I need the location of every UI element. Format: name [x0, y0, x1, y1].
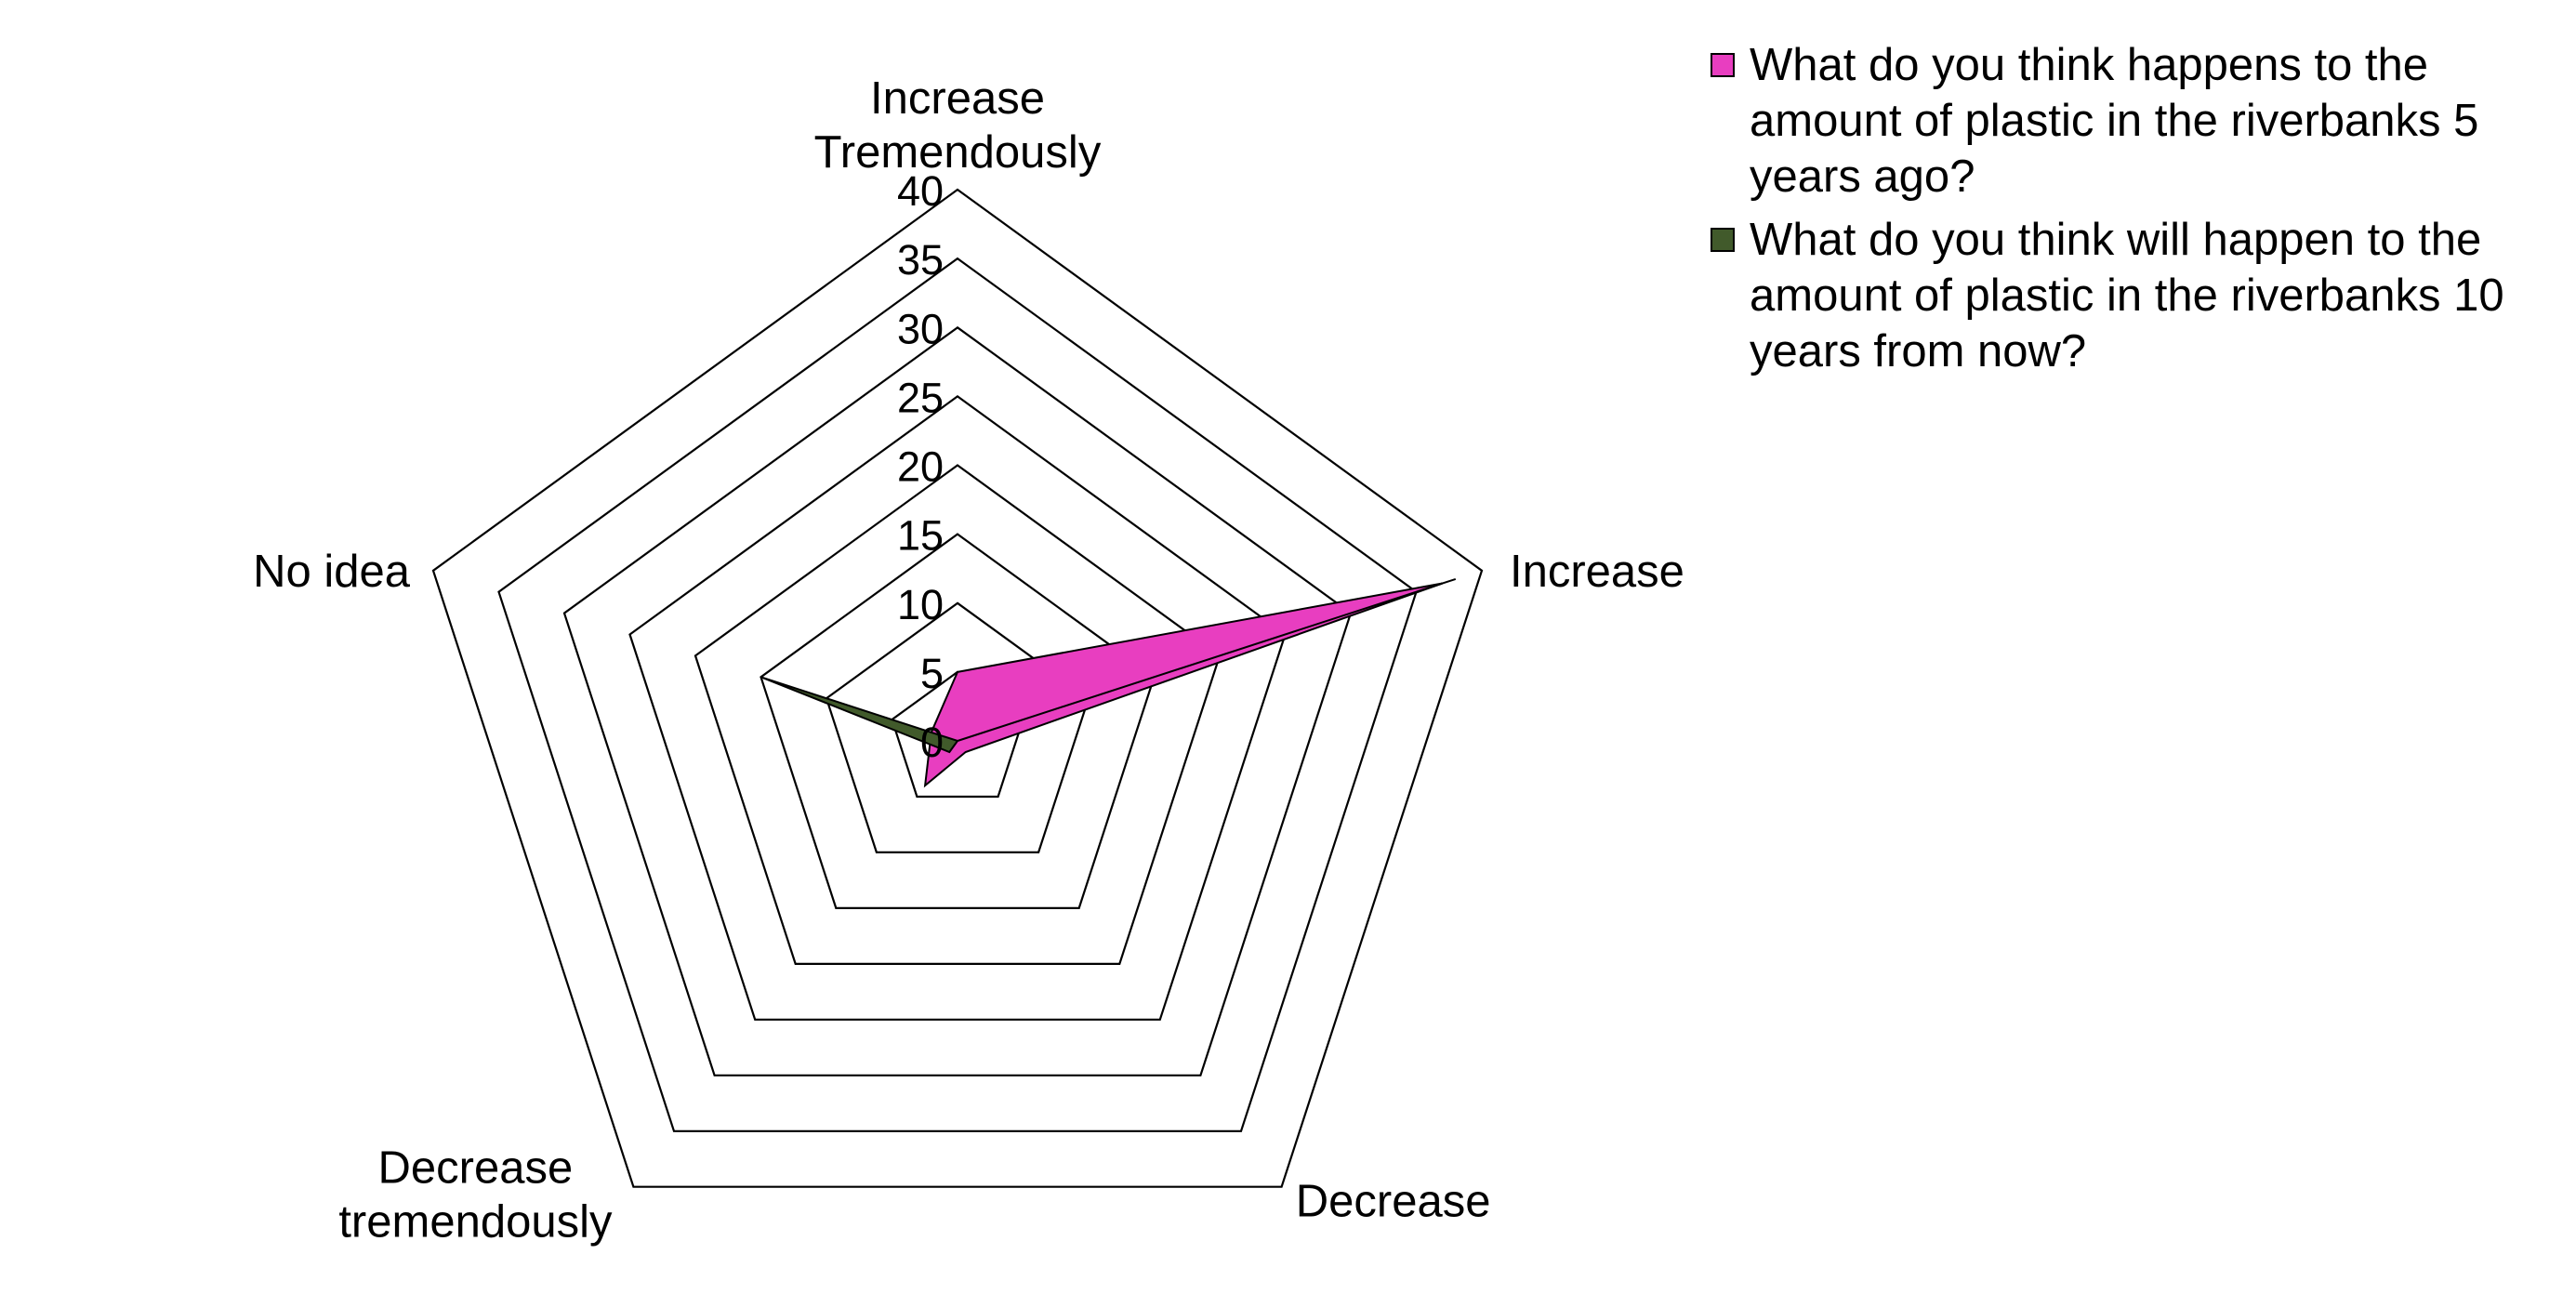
grid-ring-40	[431, 188, 1484, 1188]
chart-legend: What do you think happens to the amount …	[1703, 37, 2540, 387]
tick-label-15: 15	[897, 512, 944, 560]
tick-label-10: 10	[897, 581, 944, 628]
axis-label-3: Decrease	[1296, 1177, 1491, 1227]
axis-label-2: Increase	[1510, 547, 1684, 597]
tick-label-0: 0	[920, 719, 944, 766]
legend-swatch-series-1	[1711, 53, 1735, 77]
legend-swatch-series-2	[1711, 228, 1735, 252]
tick-label-30: 30	[897, 305, 944, 352]
grid-ring-30	[562, 325, 1353, 1076]
grid-ring-20	[694, 464, 1222, 966]
grid-ring-25	[628, 395, 1287, 1021]
radar-series	[760, 577, 1457, 788]
legend-label-series-1: What do you think happens to the amount …	[1750, 40, 2479, 202]
grid-ring-35	[497, 257, 1418, 1132]
radar-axis-labels: Increase Tremendously Increase Decrease Decr…	[253, 73, 1684, 1248]
series-2-area	[760, 577, 1457, 754]
series-1-area	[923, 582, 1444, 788]
tick-label-40: 40	[897, 167, 944, 215]
legend-label-series-2: What do you think will happen to the amo…	[1750, 215, 2504, 376]
tick-label-25: 25	[897, 374, 944, 421]
axis-label-4: Decrease tremendously	[338, 1143, 613, 1248]
tick-label-5: 5	[920, 650, 944, 697]
axis-label-5: No idea	[253, 547, 411, 597]
tick-label-20: 20	[897, 443, 944, 491]
radar-tick-labels: 0 5 10 15 20 25 30 35 40	[897, 167, 944, 766]
axis-label-1: Increase Tremendously	[814, 73, 1102, 178]
tick-label-35: 35	[897, 236, 944, 284]
legend-item-series-1: What do you think happens to the amount …	[1703, 37, 2540, 205]
legend-item-series-2: What do you think will happen to the amo…	[1703, 212, 2540, 379]
